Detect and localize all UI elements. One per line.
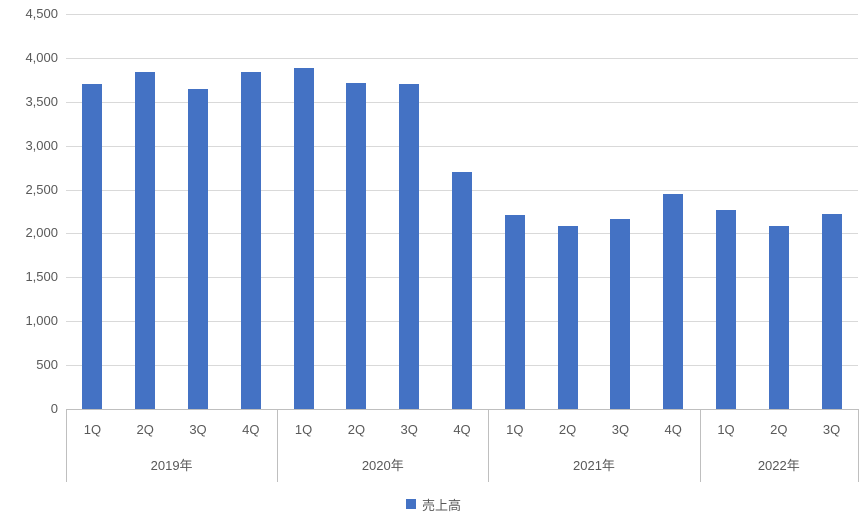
x-axis-tick-label: 1Q: [506, 422, 524, 437]
year-group-label: 2019年: [150, 458, 193, 473]
category-divider: [277, 409, 279, 482]
x-axis-tick-label: 1Q: [294, 422, 313, 437]
gridline: [66, 145, 858, 147]
bar: [240, 71, 261, 409]
x-axis-tick-label: 2Q: [558, 422, 577, 437]
category-divider: [858, 409, 859, 482]
gridline: [66, 14, 858, 15]
y-axis-tick-label: 1,000: [25, 313, 58, 329]
category-divider: [488, 409, 490, 482]
bar: [504, 215, 525, 409]
bar: [452, 172, 472, 409]
x-axis-tick-label: 3Q: [611, 422, 630, 437]
y-axis-tick-label: 3,500: [25, 93, 58, 109]
x-axis-tick-label: 1Q: [83, 422, 102, 437]
bar: [663, 193, 684, 409]
y-axis-tick-label: 500: [36, 357, 58, 373]
bar: [399, 84, 420, 409]
x-axis-tick-label: 4Q: [664, 422, 682, 437]
year-group-label: 2020年: [361, 458, 404, 473]
year-group-label: 2022年: [757, 458, 800, 473]
bar: [610, 219, 631, 409]
bar: [557, 226, 578, 409]
bar: [716, 209, 736, 409]
category-divider: [66, 409, 67, 482]
bar: [821, 214, 842, 409]
category-divider: [699, 409, 701, 482]
legend-label: 売上高: [421, 497, 461, 513]
gridline: [66, 57, 858, 59]
y-axis-tick-label: 0: [50, 401, 58, 416]
legend-swatch: [405, 499, 416, 509]
x-axis-line: [66, 409, 858, 410]
x-axis-tick-label: 1Q: [717, 422, 735, 437]
bar: [293, 67, 314, 409]
y-axis-tick-label: 1,500: [25, 269, 58, 285]
bar: [82, 84, 103, 409]
bar: [135, 71, 156, 409]
x-axis-tick-label: 3Q: [400, 422, 418, 437]
x-axis-tick-label: 3Q: [189, 422, 207, 437]
y-axis-tick-label: 4,500: [25, 6, 58, 21]
y-axis-tick-label: 2,000: [25, 225, 58, 241]
x-axis-tick-label: 4Q: [453, 422, 471, 437]
y-axis-tick-label: 3,000: [25, 137, 58, 153]
x-axis-tick-label: 2Q: [136, 422, 154, 437]
year-group-label: 2021年: [573, 458, 615, 473]
bar: [768, 225, 789, 409]
y-axis-tick-label: 2,500: [25, 181, 58, 197]
x-axis-tick-label: 4Q: [242, 422, 260, 437]
gridline: [66, 101, 858, 103]
legend: 売上高: [0, 494, 867, 514]
y-axis-tick-label: 4,000: [25, 49, 58, 65]
bar: [188, 89, 208, 409]
bar: [346, 83, 367, 409]
x-axis-tick-label: 2Q: [770, 422, 788, 437]
x-axis-tick-label: 2Q: [347, 422, 366, 437]
x-axis-tick-label: 3Q: [822, 422, 841, 437]
